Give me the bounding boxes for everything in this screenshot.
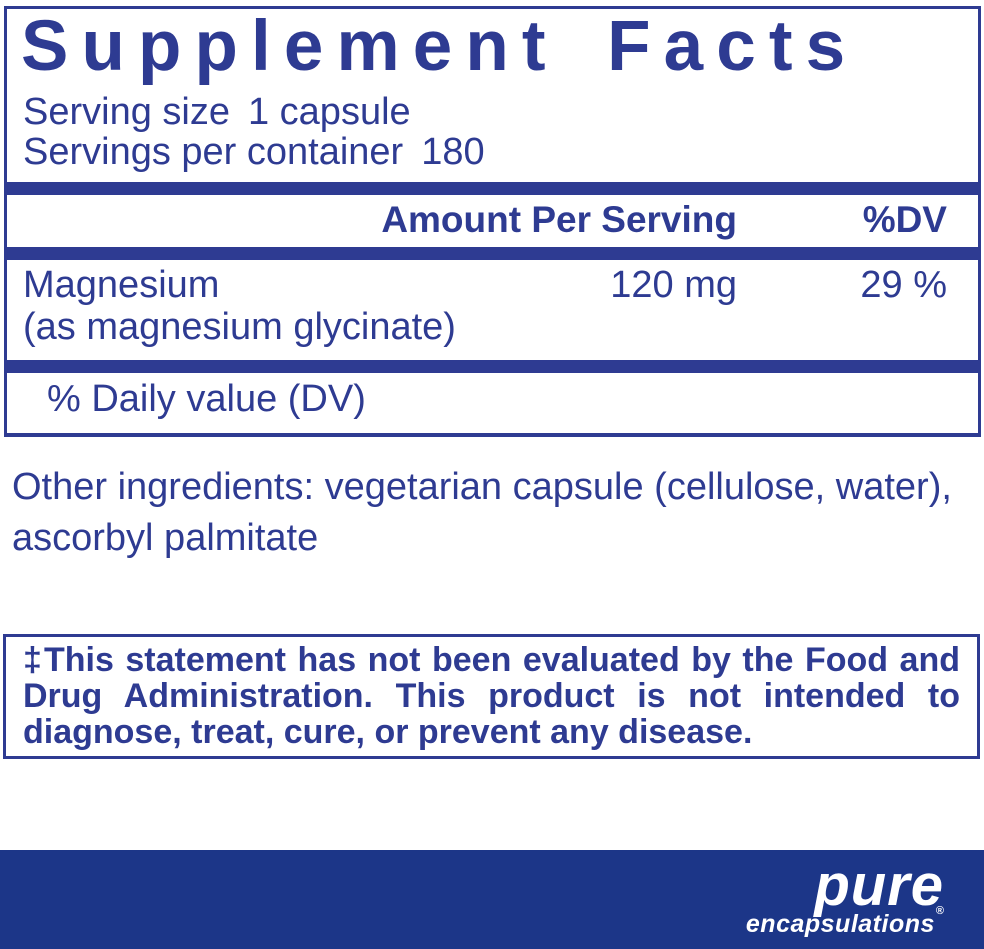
other-ingredients-line-2: ascorbyl palmitate [12, 517, 319, 559]
ingredient-amount: 120 mg [610, 264, 737, 306]
ingredient-name: Magnesium [23, 264, 220, 306]
brand-footer: pure encapsulations® [0, 850, 984, 949]
panel-title: Supplement Facts [21, 7, 859, 86]
other-ingredients-text: Other ingredients: vegetarian capsule (c… [12, 462, 952, 564]
separator-bar-middle [7, 247, 978, 260]
supplement-facts-panel: Supplement Facts Serving size 1 capsule S… [4, 6, 981, 437]
serving-size-label: Serving size [23, 91, 230, 133]
disclaimer-line-2: Drug Administration. This product is not… [23, 677, 960, 715]
encapsulations-wordmark: encapsulations [745, 910, 935, 938]
serving-size-value: 1 capsule [247, 91, 411, 133]
separator-bar-top [7, 182, 978, 195]
serving-size-row: Serving size 1 capsule [23, 93, 411, 131]
daily-value-footnote: % Daily value (DV) [47, 378, 366, 420]
pure-encapsulations-logo: pure encapsulations® [746, 857, 944, 937]
disclaimer-line-1: ‡This statement has not been evaluated b… [23, 641, 960, 679]
amount-per-serving-header: Amount Per Serving [381, 199, 737, 240]
separator-bar-bottom [7, 360, 978, 373]
pure-wordmark: pure [814, 853, 944, 918]
servings-per-container-value: 180 [421, 131, 485, 173]
servings-per-container-row: Servings per container 180 [23, 133, 485, 171]
other-ingredients-line-1: Other ingredients: vegetarian capsule (c… [12, 466, 952, 508]
servings-per-container-label: Servings per container [23, 131, 404, 173]
disclaimer-box: ‡This statement has not been evaluated b… [3, 634, 980, 759]
ingredient-dv: 29 % [860, 264, 947, 306]
disclaimer-line-3: diagnose, treat, cure, or prevent any di… [23, 713, 753, 751]
encapsulations-row: encapsulations® [745, 906, 944, 938]
ingredient-detail: (as magnesium glycinate) [23, 306, 456, 348]
registered-trademark-icon: ® [935, 905, 944, 917]
dv-header: %DV [862, 199, 947, 240]
